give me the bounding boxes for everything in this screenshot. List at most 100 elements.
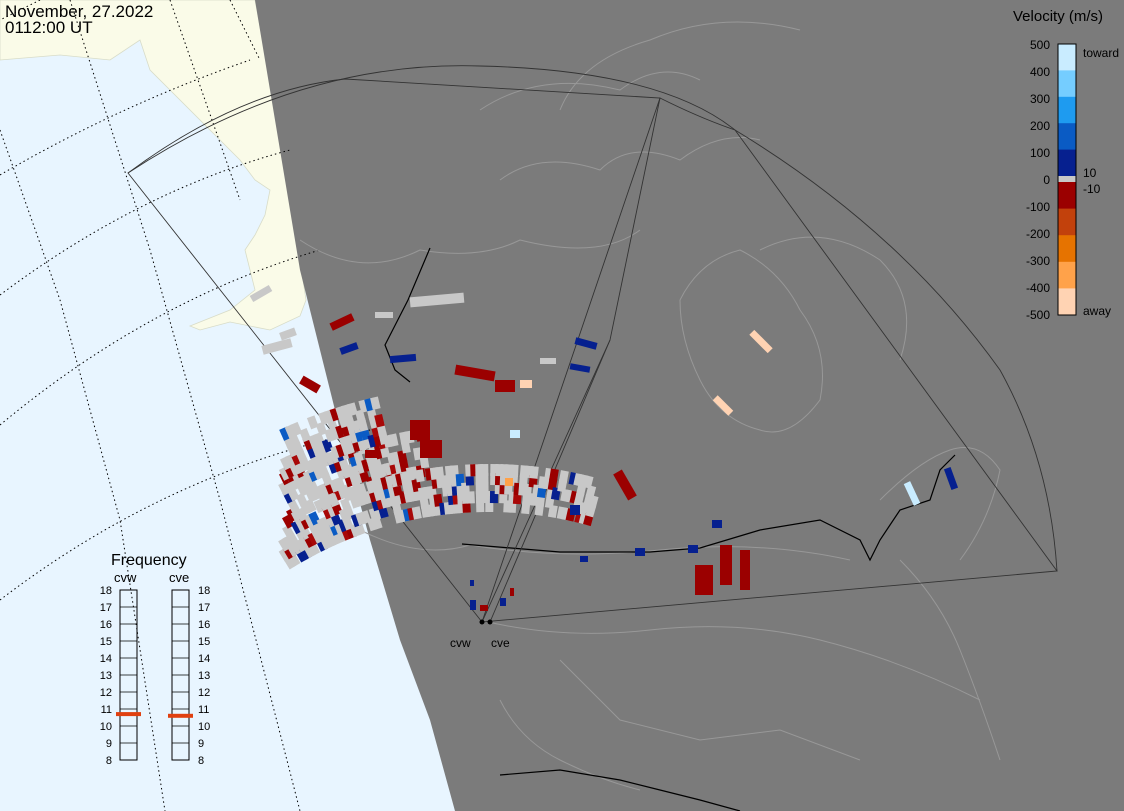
scatter-cell <box>943 466 959 491</box>
scatter-cell <box>279 426 292 441</box>
scatter-cell <box>278 466 292 481</box>
scatter-cell <box>520 380 532 388</box>
legend-toward-label: toward <box>1083 46 1119 60</box>
scatter-cell <box>299 375 321 394</box>
frequency-scale-label: 14 <box>198 653 210 665</box>
scatter-cell <box>582 475 594 489</box>
country-borders <box>384 247 956 811</box>
frequency-scale-label: 11 <box>198 704 209 716</box>
scatter-cell <box>307 434 320 449</box>
scatter-cell <box>749 329 773 354</box>
scatter-cell <box>509 464 519 478</box>
legend-tick-label: -400 <box>1026 281 1050 295</box>
scatter-cell <box>585 485 597 499</box>
scatter-cell <box>339 342 359 355</box>
scatter-cell <box>414 469 425 483</box>
legend-toward-swatch <box>1058 149 1076 177</box>
scatter-cell <box>397 449 408 464</box>
legend-neg-threshold: -10 <box>1083 182 1101 196</box>
frequency-marker-cve <box>168 713 193 718</box>
scatter-cell <box>570 505 580 515</box>
frequency-scale-label: 12 <box>100 687 112 699</box>
scatter-cell <box>466 491 475 504</box>
station-label-cvw: cvw <box>450 636 471 650</box>
frequency-radar-name-cve: cve <box>169 570 189 585</box>
scatter-cell <box>470 600 476 610</box>
scatter-cell <box>495 380 515 392</box>
scatter-cell <box>282 524 295 540</box>
scatter-cell <box>587 495 599 509</box>
frequency-scale-label: 18 <box>100 585 112 597</box>
legend-toward-swatch <box>1058 123 1076 151</box>
frequency-panel: Frequency cvw cve 1817161514131211109818… <box>100 552 211 767</box>
legend-away-label: away <box>1083 304 1111 318</box>
scatter-cell <box>279 455 293 471</box>
scatter-cell <box>529 466 539 479</box>
station-markers: cvw cve <box>450 619 510 650</box>
scatter-cell <box>505 478 513 486</box>
velocity-legend: Velocity (m/s) 500 400 300 200 100 0 -100 -200 -… <box>1013 8 1119 322</box>
frequency-scale-label: 18 <box>198 585 210 597</box>
frequency-scale-label: 17 <box>100 602 112 614</box>
scatter-cell <box>340 497 352 512</box>
frequency-scale-label: 10 <box>198 721 210 733</box>
legend-tick-label: 500 <box>1030 38 1050 52</box>
frequency-scale-label: 13 <box>100 670 112 682</box>
scatter-cell <box>540 358 556 364</box>
legend-tick-label: 200 <box>1030 119 1050 133</box>
scatter-cell <box>574 337 598 350</box>
station-label-cve: cve <box>491 636 510 650</box>
frequency-scale-label: 17 <box>198 602 210 614</box>
legend-tick-label: -500 <box>1026 308 1050 322</box>
scatter-cell <box>712 395 734 416</box>
frequency-marker-cvw <box>116 712 141 717</box>
scatter-cell <box>510 430 520 438</box>
radar-fov-outlines <box>127 65 1058 623</box>
frequency-scale-label: 8 <box>106 755 112 767</box>
frequency-scale-label: 16 <box>100 619 112 631</box>
scatter-cell <box>720 545 732 585</box>
scatter-cell <box>327 493 340 508</box>
scatter-cell <box>419 455 430 469</box>
time-label: 0112:00 UT <box>5 18 93 37</box>
scatter-cell <box>454 364 496 382</box>
frequency-scale-label: 16 <box>198 619 210 631</box>
scatter-cell <box>549 468 559 482</box>
frequency-scale-label: 11 <box>101 704 112 716</box>
legend-tick-label: -200 <box>1026 227 1050 241</box>
frequency-scale-label: 15 <box>100 636 112 648</box>
frequency-bars: 18 17 16 15 14 13 12 11 10 9 8 18 17 16 15 14 13 12 11 10 9 8 <box>100 585 211 767</box>
frequency-scale-label: 8 <box>198 755 204 767</box>
frequency-scale-label: 9 <box>198 738 204 750</box>
scatter-cell <box>374 413 385 428</box>
scatter-cell <box>299 427 312 443</box>
scatter-cell <box>249 284 273 303</box>
legend-away-swatch <box>1058 208 1076 236</box>
scatter-cell <box>580 556 588 562</box>
scatter-cell <box>285 453 298 468</box>
legend-tick-label: 400 <box>1030 65 1050 79</box>
legend-tick-label: 300 <box>1030 92 1050 106</box>
scatter-cell <box>365 450 379 458</box>
legend-tick-label: -300 <box>1026 254 1050 268</box>
legend-away-swatch <box>1058 261 1076 289</box>
scatter-cell <box>480 463 489 477</box>
frequency-radar-name-cvw: cvw <box>114 570 137 585</box>
scatter-cell <box>903 481 921 506</box>
scatter-cell <box>290 421 303 437</box>
legend-ground-scatter-swatch <box>1058 176 1076 182</box>
scatter-cell <box>411 506 422 520</box>
frequency-scale-label: 14 <box>100 653 112 665</box>
frequency-scale-label: 15 <box>198 636 210 648</box>
frequency-scale-label: 9 <box>106 738 112 750</box>
legend-title: Velocity (m/s) <box>1013 8 1103 25</box>
scatter-cell <box>470 580 474 586</box>
legend-toward-swatch <box>1058 70 1076 98</box>
scatter-cell <box>695 565 713 595</box>
scatter-cell <box>688 545 698 553</box>
station-marker-cve <box>487 619 493 625</box>
scatter-cell <box>388 433 399 447</box>
scatter-cell <box>712 520 722 528</box>
